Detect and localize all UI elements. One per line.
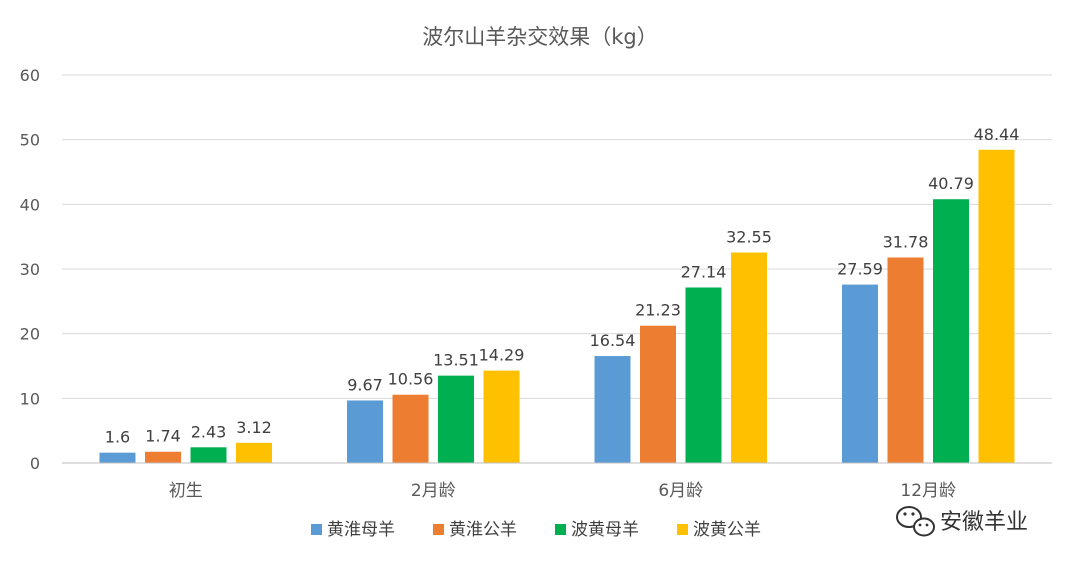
data-label: 14.29 bbox=[479, 346, 525, 365]
legend-label: 波黄公羊 bbox=[693, 520, 761, 540]
x-category-label: 2月龄 bbox=[411, 481, 456, 501]
bar bbox=[842, 284, 878, 463]
y-tick-label: 60 bbox=[20, 66, 40, 85]
legend-label: 波黄母羊 bbox=[571, 520, 639, 540]
bar bbox=[145, 451, 181, 463]
bar bbox=[887, 257, 924, 463]
bar bbox=[438, 375, 474, 463]
y-axis-ticks: 0 10 20 30 40 50 60 bbox=[20, 66, 40, 473]
data-label: 48.44 bbox=[974, 125, 1020, 144]
bar bbox=[594, 356, 631, 463]
data-label: 21.23 bbox=[635, 301, 681, 320]
gridlines bbox=[62, 74, 1052, 399]
legend-swatch bbox=[555, 524, 566, 535]
y-tick-label: 10 bbox=[20, 389, 40, 408]
bars bbox=[99, 149, 1015, 463]
data-label: 27.59 bbox=[837, 260, 883, 279]
bar bbox=[236, 442, 272, 463]
data-label: 3.12 bbox=[236, 418, 272, 437]
bar bbox=[933, 199, 969, 463]
data-label: 9.67 bbox=[347, 375, 383, 394]
x-axis-categories: 初生 2月龄 6月龄 12月龄 bbox=[169, 481, 956, 501]
watermark-text: 安徽羊业 bbox=[940, 510, 1028, 535]
y-tick-label: 30 bbox=[20, 260, 40, 279]
y-tick-label: 40 bbox=[20, 195, 40, 214]
data-label: 16.54 bbox=[590, 331, 636, 350]
y-tick-label: 20 bbox=[20, 325, 40, 344]
data-label: 32.55 bbox=[726, 228, 772, 247]
x-category-label: 12月龄 bbox=[900, 481, 956, 501]
chart-title: 波尔山羊杂交效果（kg） bbox=[422, 25, 658, 49]
bar bbox=[978, 149, 1015, 463]
data-label: 1.6 bbox=[105, 428, 130, 447]
y-tick-label: 0 bbox=[30, 454, 40, 473]
y-tick-label: 50 bbox=[20, 131, 40, 150]
legend-swatch bbox=[677, 524, 688, 535]
data-label: 2.43 bbox=[191, 422, 227, 441]
legend: 黄淮母羊 黄淮公羊 波黄母羊 波黄公羊 bbox=[311, 520, 761, 540]
data-label: 27.14 bbox=[681, 262, 727, 281]
data-label: 40.79 bbox=[928, 174, 974, 193]
bar bbox=[190, 447, 227, 463]
bar bbox=[685, 287, 722, 463]
data-label: 1.74 bbox=[145, 427, 181, 446]
bar bbox=[392, 394, 429, 463]
bar bbox=[640, 325, 676, 463]
x-category-label: 初生 bbox=[169, 481, 203, 501]
data-label: 10.56 bbox=[388, 370, 434, 389]
bar bbox=[99, 452, 136, 463]
legend-swatch bbox=[311, 524, 322, 535]
watermark: 安徽羊业 bbox=[896, 506, 1028, 537]
legend-label: 黄淮母羊 bbox=[327, 520, 395, 540]
legend-swatch bbox=[433, 524, 444, 535]
data-label: 13.51 bbox=[433, 351, 479, 370]
bar bbox=[731, 252, 767, 463]
bar bbox=[483, 370, 520, 463]
data-label: 31.78 bbox=[883, 232, 929, 251]
legend-label: 黄淮公羊 bbox=[449, 520, 517, 540]
bar bbox=[347, 400, 383, 463]
x-category-label: 6月龄 bbox=[658, 481, 703, 501]
wechat-icon bbox=[896, 506, 935, 537]
